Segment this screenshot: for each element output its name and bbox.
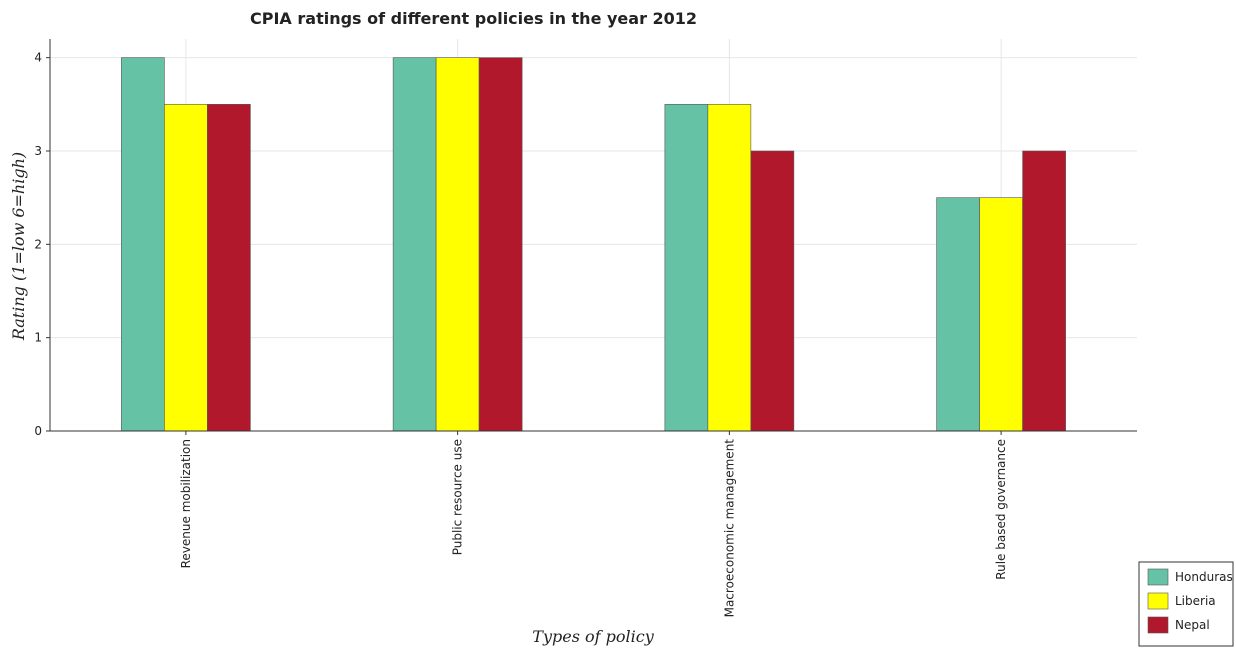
y-tick-label: 1 bbox=[34, 331, 42, 345]
legend-label-honduras: Honduras bbox=[1175, 570, 1233, 584]
bar-nepal-4 bbox=[1022, 150, 1066, 432]
y-tick-label: 2 bbox=[34, 237, 42, 251]
bars bbox=[121, 57, 1066, 432]
x-tick-label: Rule based governance bbox=[994, 439, 1008, 580]
x-axis-ticks: Revenue mobilization Public resource use M… bbox=[179, 431, 1008, 617]
x-tick-label: Macroeconomic management bbox=[722, 439, 736, 618]
x-tick-label: Public resource use bbox=[451, 439, 465, 555]
bar-honduras-4 bbox=[936, 197, 980, 432]
y-tick-label: 3 bbox=[34, 144, 42, 158]
bar-liberia-2 bbox=[435, 57, 480, 432]
axes bbox=[49, 39, 1137, 432]
legend-swatch-honduras bbox=[1147, 568, 1169, 586]
bar-nepal-1 bbox=[207, 104, 251, 432]
bar-liberia-1 bbox=[164, 104, 208, 432]
chart-title: CPIA ratings of different policies in th… bbox=[250, 9, 697, 28]
bar-nepal-3 bbox=[750, 150, 795, 432]
x-axis-title: Types of policy bbox=[532, 627, 654, 646]
bar-liberia-3 bbox=[707, 104, 752, 432]
y-tick-label: 0 bbox=[34, 424, 42, 438]
bar-honduras-3 bbox=[664, 104, 709, 432]
legend-label-nepal: Nepal bbox=[1175, 618, 1210, 632]
bar-liberia-4 bbox=[979, 197, 1023, 432]
y-axis-title: Rating (1=low 6=high) bbox=[9, 152, 28, 341]
legend-swatch-liberia bbox=[1147, 592, 1169, 610]
y-axis-ticks: 0 1 2 3 4 bbox=[34, 51, 50, 438]
y-tick-label: 4 bbox=[34, 51, 42, 65]
x-tick-label: Revenue mobilization bbox=[179, 439, 193, 568]
bar-honduras-2 bbox=[392, 57, 437, 432]
legend-label-liberia: Liberia bbox=[1175, 594, 1216, 608]
bar-nepal-2 bbox=[478, 57, 523, 432]
bar-honduras-1 bbox=[121, 57, 165, 432]
legend: Honduras Liberia Nepal bbox=[1138, 561, 1234, 647]
legend-swatch-nepal bbox=[1147, 616, 1169, 634]
